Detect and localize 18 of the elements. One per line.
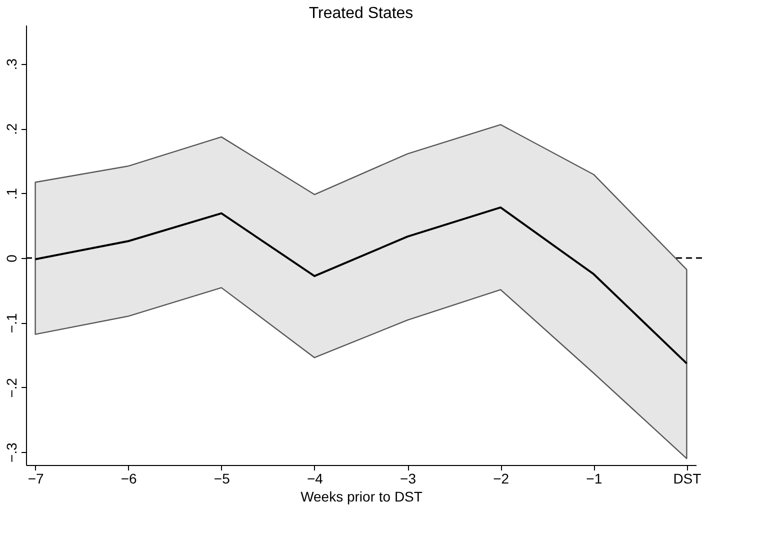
y-tick-label: −.2	[4, 378, 20, 398]
y-tick-label: −.3	[4, 442, 20, 462]
x-tick-label: −3	[400, 470, 416, 486]
x-tick-label: −1	[586, 470, 602, 486]
x-tick-label: −6	[120, 470, 138, 486]
x-tick-label: −5	[214, 470, 230, 486]
chart-title: Treated States	[308, 5, 414, 22]
x-tick-label: −4	[306, 470, 324, 486]
y-tick-label: −.1	[4, 313, 20, 334]
y-tick-label: .2	[4, 122, 20, 135]
y-tick-label: 0	[4, 254, 20, 262]
x-tick-label: −7	[28, 470, 44, 486]
x-tick-label: DST	[673, 470, 702, 486]
y-tick-label: .1	[4, 188, 20, 200]
x-axis-title: Weeks prior to DST	[300, 488, 423, 504]
y-tick-label: .3	[4, 58, 20, 70]
line-series	[34, 206, 688, 364]
x-tick-label: −2	[493, 470, 510, 486]
